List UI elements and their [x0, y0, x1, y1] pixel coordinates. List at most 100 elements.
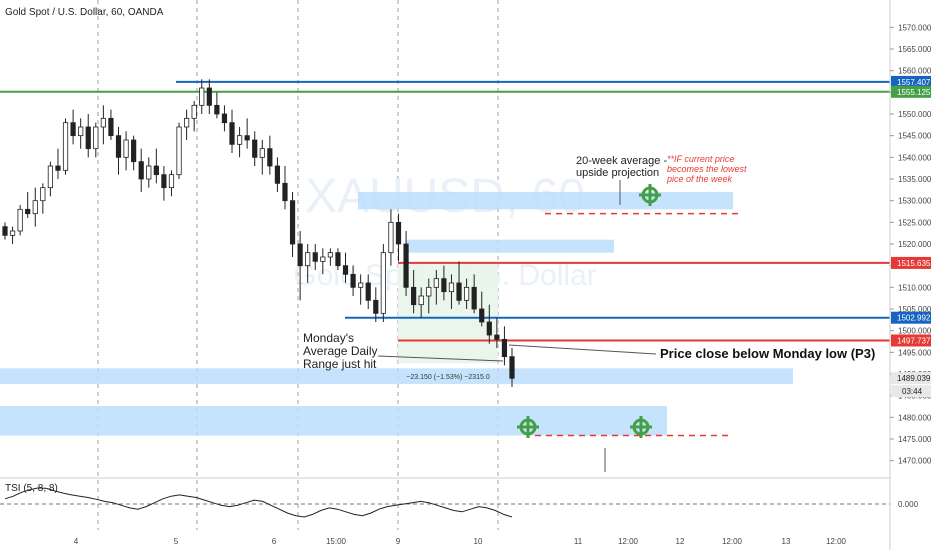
x-tick-label: 9: [396, 537, 401, 546]
candle-body: [418, 295, 424, 306]
candle-body: [100, 117, 106, 128]
y-tick-label: 1470.000: [898, 457, 932, 466]
countdown-label: 03:44: [902, 387, 923, 396]
candle-body: [214, 104, 220, 115]
price-tag-bg: [891, 85, 931, 98]
price-tag-label: 1555.125: [897, 88, 931, 97]
price-tag-bg: [891, 75, 931, 88]
zone-1: [406, 239, 614, 253]
candle-body: [85, 126, 91, 150]
if-note-1: **IF current price: [667, 154, 734, 164]
y-tick-label: 1535.000: [898, 175, 932, 184]
candle-body: [486, 321, 492, 336]
measure-label: −23.150 (−1.53%) −2315.0: [406, 374, 490, 381]
candle-body: [40, 187, 46, 202]
adr-arrow: [377, 355, 504, 362]
x-tick-label: 12:00: [826, 537, 847, 546]
candle-body: [176, 126, 182, 176]
candle-body: [161, 174, 167, 189]
x-tick-label: 15:00: [326, 537, 347, 546]
candle-body: [229, 122, 235, 145]
candle-body: [388, 221, 394, 254]
candle-body: [25, 208, 31, 215]
price-tag-bg: [891, 311, 931, 324]
candle-body: [312, 252, 318, 262]
candle-body: [123, 139, 129, 158]
candle-body: [62, 122, 69, 171]
candle-body: [365, 282, 371, 301]
time-axis[interactable]: 4 5 6 15:00 9 10 11 12:00 12 12:00 13 12:00: [74, 537, 847, 546]
candle-body: [153, 165, 159, 176]
target-icons: [517, 184, 661, 438]
price-tag-bg: [891, 256, 931, 269]
y-tick-label: 1550.000: [898, 110, 932, 119]
candle-body: [146, 165, 152, 180]
adr-line-1: Monday's: [303, 331, 354, 345]
y-tick-label: 1495.000: [898, 348, 932, 357]
price-axis[interactable]: 0.0001470.0001475.0001480.0001485.000149…: [890, 23, 932, 509]
if-note-3: pice of the week: [666, 174, 733, 184]
candle-body: [93, 126, 99, 150]
candle-body: [426, 286, 432, 297]
candle-body: [78, 126, 84, 137]
candle-body: [70, 122, 76, 137]
candle-body: [274, 165, 281, 184]
y-tick-label: 1525.000: [898, 218, 932, 227]
candle-body: [373, 299, 379, 314]
y-tick-label: 1500.000: [898, 327, 932, 336]
y-tick-label: 1510.000: [898, 283, 932, 292]
candle-body: [244, 135, 250, 141]
candle-body: [411, 286, 417, 306]
projection-line-2: upside projection: [576, 167, 659, 179]
y-tick-label: 1570.000: [898, 23, 932, 32]
adr-line-3: Range just hit: [303, 357, 377, 371]
candle-body: [342, 265, 349, 275]
candle-body: [184, 117, 190, 128]
candle-body: [259, 148, 265, 158]
candle-body: [456, 282, 462, 301]
candle-body: [236, 135, 243, 145]
candle-body: [9, 230, 16, 236]
candle-body: [305, 252, 311, 267]
candle-body: [448, 282, 455, 293]
x-tick-label: 10: [474, 537, 483, 546]
levels: [0, 80, 890, 437]
candle-body: [463, 286, 470, 301]
price-tag-bg: [891, 334, 931, 347]
y-tick-label: 1540.000: [898, 153, 932, 162]
y-tick-label: 1520.000: [898, 240, 932, 249]
price-tag-label: 1515.635: [897, 259, 931, 268]
candle-body: [108, 117, 114, 137]
tsi-line: [4, 487, 513, 518]
candle-body: [358, 282, 364, 288]
zone-2: [0, 368, 793, 384]
x-tick-label: 13: [782, 537, 791, 546]
candle-body: [501, 338, 508, 358]
candle-body: [441, 278, 447, 293]
candle-body: [350, 273, 356, 288]
candle-body: [289, 200, 296, 245]
y-tick-label: 1530.000: [898, 197, 932, 206]
candle-body: [168, 174, 175, 189]
projection-line-1: 20-week average -: [576, 155, 667, 167]
annotations: Monday's Average Daily Range just hit Pr…: [303, 154, 875, 472]
candle-body: [479, 308, 485, 323]
x-tick-label: 12:00: [618, 537, 639, 546]
y-tick-label: 1560.000: [898, 67, 932, 76]
x-tick-label: 5: [174, 537, 179, 546]
candle-body: [267, 148, 273, 167]
candle-body: [494, 334, 500, 340]
candle-body: [252, 139, 258, 158]
candle-body: [138, 161, 144, 180]
y-tick-label: 1475.000: [898, 435, 932, 444]
x-tick-label: 6: [272, 537, 277, 546]
price-close-arrow: [508, 344, 657, 355]
x-tick-label: 11: [574, 537, 583, 546]
countdown-bg: [891, 385, 931, 398]
y-tick-label: 1565.000: [898, 45, 932, 54]
candle-body: [17, 208, 23, 232]
chart-title: Gold Spot / U.S. Dollar, 60, OANDA: [5, 7, 164, 18]
candle-body: [199, 87, 205, 106]
candle-body: [282, 182, 288, 202]
